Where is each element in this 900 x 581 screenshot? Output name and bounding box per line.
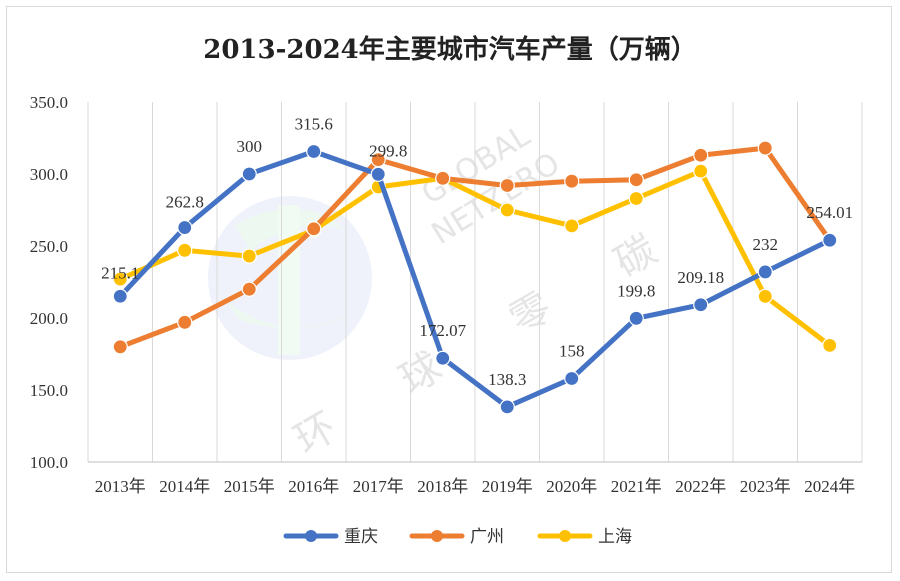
x-tick-label: 2017年: [353, 477, 404, 496]
watermark-char-4: 碳: [607, 227, 665, 287]
series-point: [693, 147, 709, 163]
y-tick-label: 150.0: [30, 381, 68, 400]
legend-label: 重庆: [344, 527, 378, 547]
series-point: [499, 177, 515, 194]
data-label: 254.01: [806, 203, 853, 222]
series-line: [117, 145, 833, 350]
series-point: [628, 190, 644, 207]
series-point: [757, 264, 773, 280]
series-point: [628, 172, 644, 188]
series-point: [435, 350, 451, 366]
series-line: [117, 149, 833, 410]
y-tick-label: 300.0: [30, 165, 68, 184]
data-label: 232: [753, 235, 779, 254]
grid: [87, 102, 863, 463]
series-point: [306, 221, 322, 237]
series-point: [693, 163, 709, 179]
series-point: [499, 202, 515, 218]
y-tick-label: 250.0: [30, 237, 68, 256]
x-tick-label: 2024年: [804, 477, 855, 496]
series-point: [370, 166, 386, 182]
series-point: [370, 152, 386, 168]
watermark-char-3: 零: [502, 284, 560, 344]
legend-label: 上海: [598, 527, 632, 547]
series-point: [177, 219, 193, 236]
series-point: [241, 248, 257, 264]
series-layer: [112, 140, 838, 415]
series-point: [822, 337, 838, 353]
data-label: 138.3: [488, 370, 526, 389]
series-point: [306, 143, 322, 160]
data-label: 262.8: [166, 193, 204, 212]
series-point: [564, 370, 580, 387]
x-tick-label: 2021年: [611, 477, 662, 496]
x-tick-label: 2013年: [95, 477, 146, 496]
series-point: [112, 271, 128, 287]
legend-marker: [431, 530, 443, 542]
legend-marker: [559, 530, 571, 542]
series-point: [177, 242, 193, 258]
legend-marker: [305, 530, 317, 542]
x-tick-label: 2015年: [224, 477, 275, 496]
data-label: 199.8: [617, 281, 655, 300]
series-line: [117, 168, 833, 348]
data-label: 158: [559, 341, 585, 360]
y-axis: 100.0 150.0 200.0 250.0 300.0 350.0: [30, 93, 68, 472]
series-point: [177, 314, 193, 330]
data-label: 315.6: [295, 115, 333, 134]
data-label: 172.07: [419, 321, 466, 340]
x-tick-label: 2023年: [740, 477, 791, 496]
series-point: [757, 140, 773, 156]
series-point: [241, 281, 257, 297]
x-tick-label: 2018年: [417, 477, 468, 496]
legend-item-1: 重庆: [283, 527, 378, 547]
chart-title: 2013-2024年主要城市汽车产量（万辆）: [203, 34, 697, 65]
series-point: [757, 288, 773, 304]
legend: 重庆 广州 上海: [283, 527, 632, 547]
legend-label: 广州: [470, 527, 504, 547]
y-tick-label: 100.0: [30, 453, 68, 472]
chart-frame: [6, 6, 892, 573]
series-point: [628, 310, 644, 326]
series-point: [822, 232, 838, 248]
x-tick-label: 2022年: [675, 477, 726, 496]
series-point: [112, 339, 128, 355]
data-label: 215.1: [101, 263, 139, 282]
data-label: 300: [237, 137, 263, 156]
data-labels: 215.1 262.8 300 315.6 299.8 172.07 138.3 158 199…: [101, 115, 853, 389]
series-1: [112, 143, 838, 415]
series-point: [241, 166, 257, 182]
watermark-char-1: 环: [287, 404, 345, 464]
series-point: [499, 399, 515, 415]
data-label: 209.18: [677, 268, 724, 287]
watermark: GLOBAL NETZERO 环 球 零 碳: [208, 118, 665, 464]
x-tick-label: 2019年: [482, 477, 533, 496]
series-point: [435, 170, 451, 186]
series-point: [564, 173, 580, 189]
watermark-logo-globe: [208, 196, 372, 360]
data-label: 299.8: [369, 141, 407, 160]
legend-item-3: 上海: [537, 527, 632, 547]
series-point: [564, 218, 580, 234]
x-tick-label: 2020年: [546, 477, 597, 496]
series-point: [112, 288, 128, 304]
x-axis: 2013年 2014年 2015年 2016年 2017年 2018年 2019年 2020年…: [95, 477, 856, 496]
series-point: [693, 297, 709, 313]
y-tick-label: 350.0: [30, 93, 68, 112]
legend-item-2: 广州: [409, 527, 504, 547]
x-tick-label: 2016年: [288, 477, 339, 496]
y-tick-label: 200.0: [30, 309, 68, 328]
x-tick-label: 2014年: [159, 477, 210, 496]
